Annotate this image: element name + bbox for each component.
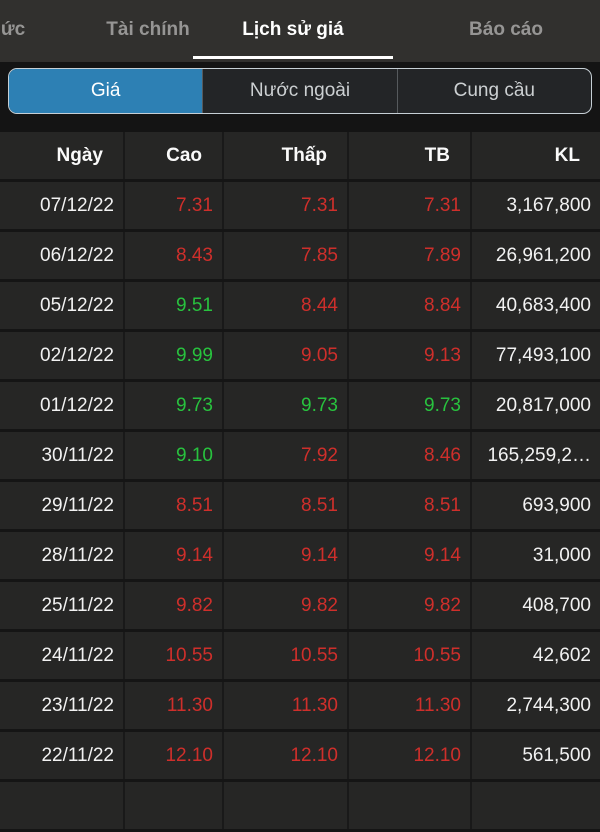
cell-date: 01/12/22 <box>40 394 114 416</box>
cell-avg: 8.51 <box>347 482 470 529</box>
segment-tab[interactable]: Nước ngoài <box>202 69 396 113</box>
table-row[interactable]: 22/11/22 12.10 12.10 12.10 561,500 <box>0 732 600 782</box>
cell-high: 9.99 <box>123 332 222 379</box>
cell-avg: 9.73 <box>347 382 470 429</box>
cell-high: 7.31 <box>123 182 222 229</box>
cell-date: 24/11/22 <box>41 644 114 666</box>
table-row[interactable]: 30/11/22 9.10 7.92 8.46 165,259,2… <box>0 432 600 482</box>
table-body: 07/12/22 7.31 7.31 7.31 3,167,800 06/12/22 8.4… <box>0 182 600 832</box>
cell-date <box>0 782 123 829</box>
table-row[interactable]: 23/11/22 11.30 11.30 11.30 2,744,300 <box>0 682 600 732</box>
table-row[interactable]: 29/11/22 8.51 8.51 8.51 693,900 <box>0 482 600 532</box>
table-row[interactable]: 25/11/22 9.82 9.82 9.82 408,700 <box>0 582 600 632</box>
price-view-segmented-control: Giá Nước ngoài Cung cầu <box>8 68 592 114</box>
cell-low <box>222 782 347 829</box>
cell-date: 28/11/22 <box>41 544 114 566</box>
cell-volume: 20,817,000 <box>470 382 600 429</box>
cell-avg: 10.55 <box>347 632 470 679</box>
price-history-table: Ngày Cao Thấp TB KL 07/12/22 7.31 7.31 7.31… <box>0 132 600 832</box>
cell-date: 05/12/22 <box>40 294 114 316</box>
cell-date: 30/11/22 <box>41 444 114 466</box>
table-row[interactable]: 24/11/22 10.55 10.55 10.55 42,602 <box>0 632 600 682</box>
cell-volume: 26,961,200 <box>470 232 600 279</box>
nav-tab[interactable]: Lịch sử giá <box>193 0 393 59</box>
cell-low: 7.31 <box>222 182 347 229</box>
cell-volume: 31,000 <box>470 532 600 579</box>
cell-volume: 42,602 <box>470 632 600 679</box>
cell-volume: 40,683,400 <box>470 282 600 329</box>
cell-high: 9.82 <box>123 582 222 629</box>
cell-avg: 7.31 <box>347 182 470 229</box>
table-row[interactable]: 05/12/22 9.51 8.44 8.84 40,683,400 <box>0 282 600 332</box>
table-row[interactable]: 06/12/22 8.43 7.85 7.89 26,961,200 <box>0 232 600 282</box>
table-row[interactable]: 02/12/22 9.99 9.05 9.13 77,493,100 <box>0 332 600 382</box>
cell-date: 29/11/22 <box>41 494 114 516</box>
cell-low: 9.14 <box>222 532 347 579</box>
cell-volume: 408,700 <box>470 582 600 629</box>
nav-tab[interactable]: Báo cáo <box>469 18 543 40</box>
top-nav-bar: ức Tài chính Lịch sử giá Báo cáo <box>0 0 600 62</box>
cell-date: 22/11/22 <box>41 744 114 766</box>
cell-low: 12.10 <box>222 732 347 779</box>
cell-avg: 8.84 <box>347 282 470 329</box>
segment-tab[interactable]: Giá <box>9 69 203 113</box>
cell-avg <box>347 782 470 829</box>
cell-avg: 9.14 <box>347 532 470 579</box>
cell-low: 11.30 <box>222 682 347 729</box>
cell-date: 23/11/22 <box>41 694 114 716</box>
cell-avg: 9.82 <box>347 582 470 629</box>
cell-low: 9.05 <box>222 332 347 379</box>
cell-low: 8.51 <box>222 482 347 529</box>
cell-volume: 693,900 <box>470 482 600 529</box>
cell-high <box>123 782 222 829</box>
table-header-row: Ngày Cao Thấp TB KL <box>0 132 600 182</box>
cell-low: 9.82 <box>222 582 347 629</box>
cell-date: 06/12/22 <box>40 244 114 266</box>
nav-tab[interactable]: ức <box>0 18 26 40</box>
table-row[interactable]: 28/11/22 9.14 9.14 9.14 31,000 <box>0 532 600 582</box>
table-row[interactable]: 07/12/22 7.31 7.31 7.31 3,167,800 <box>0 182 600 232</box>
cell-volume: 165,259,2… <box>470 432 600 479</box>
cell-high: 8.43 <box>123 232 222 279</box>
cell-high: 9.51 <box>123 282 222 329</box>
cell-low: 7.85 <box>222 232 347 279</box>
spacer <box>0 114 600 132</box>
cell-date: 25/11/22 <box>41 594 114 616</box>
cell-volume: 77,493,100 <box>470 332 600 379</box>
cell-avg: 9.13 <box>347 332 470 379</box>
cell-date: 02/12/22 <box>40 344 114 366</box>
cell-high: 10.55 <box>123 632 222 679</box>
cell-volume: 3,167,800 <box>470 182 600 229</box>
cell-high: 9.14 <box>123 532 222 579</box>
header-high: Cao <box>123 132 222 179</box>
nav-tab[interactable]: Tài chính <box>106 18 190 40</box>
cell-volume <box>470 782 600 829</box>
cell-avg: 8.46 <box>347 432 470 479</box>
header-volume: KL <box>470 132 600 179</box>
table-row[interactable]: 01/12/22 9.73 9.73 9.73 20,817,000 <box>0 382 600 432</box>
cell-high: 9.10 <box>123 432 222 479</box>
header-avg: TB <box>347 132 470 179</box>
cell-avg: 7.89 <box>347 232 470 279</box>
segment-tab[interactable]: Cung cầu <box>396 69 591 113</box>
cell-volume: 2,744,300 <box>470 682 600 729</box>
header-low: Thấp <box>222 132 347 179</box>
cell-low: 7.92 <box>222 432 347 479</box>
cell-low: 9.73 <box>222 382 347 429</box>
cell-low: 10.55 <box>222 632 347 679</box>
cell-high: 8.51 <box>123 482 222 529</box>
header-date: Ngày <box>56 144 103 166</box>
cell-avg: 12.10 <box>347 732 470 779</box>
table-row[interactable] <box>0 782 600 832</box>
cell-high: 12.10 <box>123 732 222 779</box>
cell-low: 8.44 <box>222 282 347 329</box>
cell-high: 9.73 <box>123 382 222 429</box>
cell-volume: 561,500 <box>470 732 600 779</box>
cell-high: 11.30 <box>123 682 222 729</box>
cell-date: 07/12/22 <box>40 194 114 216</box>
cell-avg: 11.30 <box>347 682 470 729</box>
